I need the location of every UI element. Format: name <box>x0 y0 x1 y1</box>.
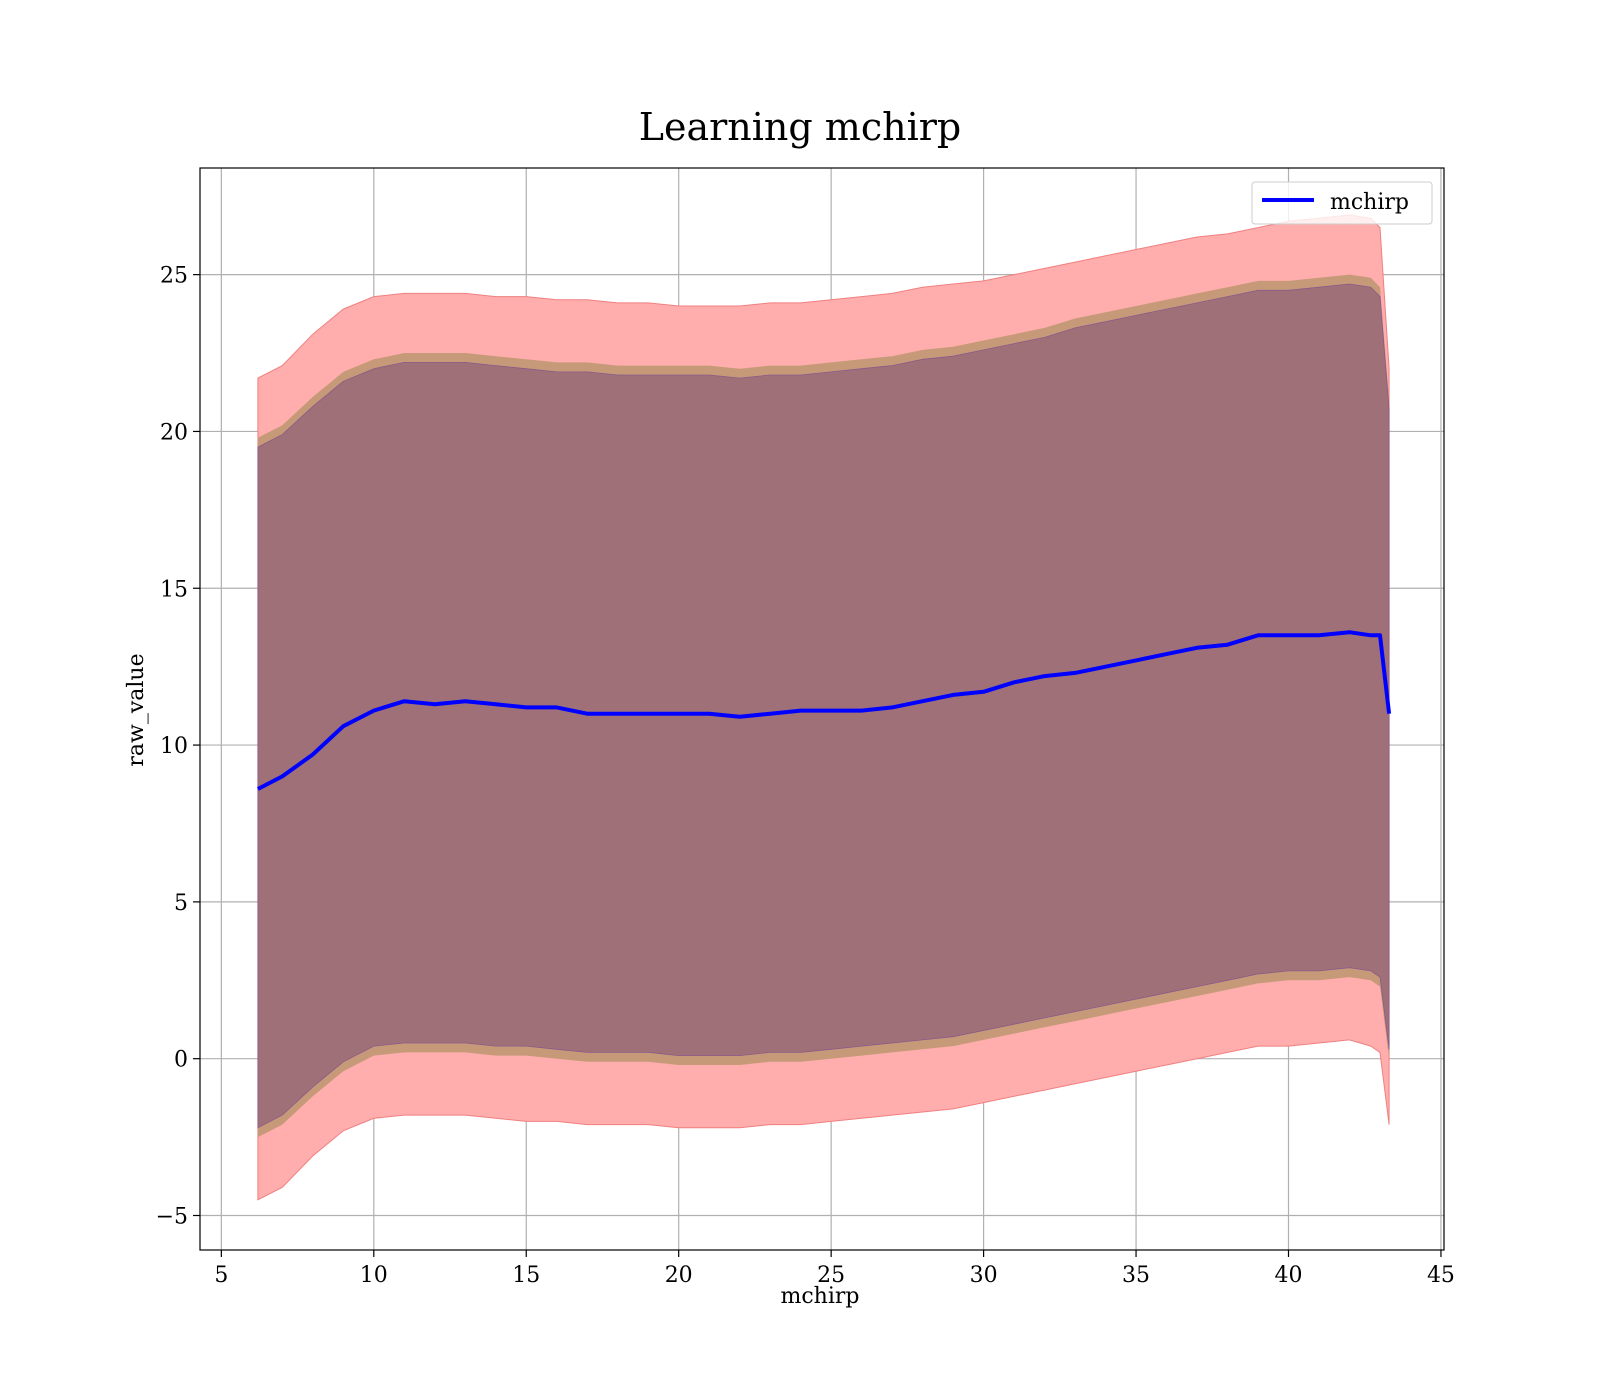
y-tick-label: 15 <box>160 577 188 602</box>
y-tick-label: 20 <box>160 420 188 445</box>
x-tick-label: 45 <box>1427 1263 1455 1288</box>
y-tick-label: 25 <box>160 264 188 289</box>
plot-area <box>256 214 1392 1201</box>
x-tick-label: 15 <box>512 1263 540 1288</box>
y-tick-label: 10 <box>160 734 188 759</box>
y-axis-label: raw_value <box>124 653 149 766</box>
x-tick-label: 30 <box>970 1263 998 1288</box>
mean-line-mchirp <box>256 630 1392 791</box>
y-tick-label: 5 <box>174 891 188 916</box>
axes-frame <box>199 167 1445 1251</box>
y-tick-label: −5 <box>156 1205 188 1230</box>
x-tick-label: 20 <box>665 1263 693 1288</box>
x-tick-label: 5 <box>214 1263 228 1288</box>
legend-box <box>1251 181 1433 225</box>
legend: mchirp <box>1251 181 1433 225</box>
inner-band <box>257 283 1390 1129</box>
x-tick-label: 25 <box>817 1263 845 1288</box>
x-tick-label: 10 <box>360 1263 388 1288</box>
y-tick-label: 0 <box>174 1048 188 1073</box>
legend-label: mchirp <box>1330 190 1409 215</box>
x-tick-label: 40 <box>1275 1263 1303 1288</box>
x-axis-label: mchirp <box>781 1284 860 1309</box>
ticks: 5 10 15 20 25 30 35 40 45 −5 0 5 10 15 20 25 <box>156 264 1455 1288</box>
chart-title: Learning mchirp <box>639 105 961 149</box>
x-tick-label: 35 <box>1122 1263 1150 1288</box>
